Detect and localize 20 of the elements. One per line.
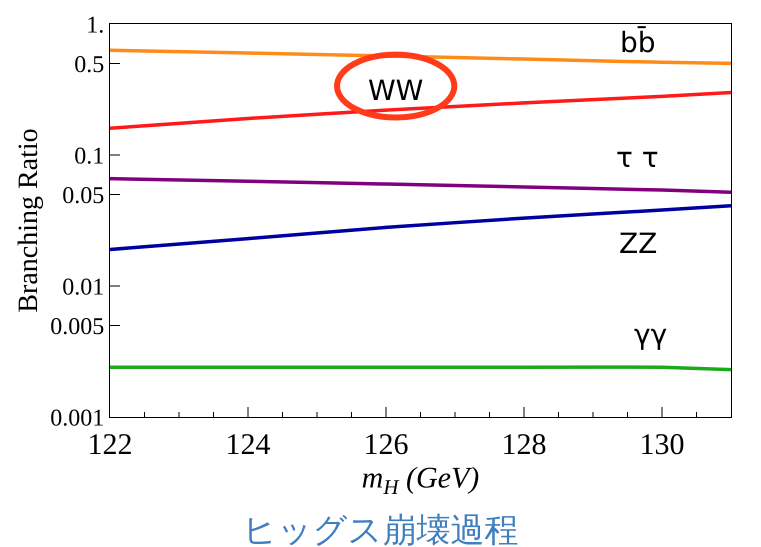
line-series <box>110 204 731 252</box>
line-series <box>110 176 731 194</box>
x-tick-label: 128 <box>502 428 546 461</box>
x-tick-label: 124 <box>226 428 270 461</box>
y-tick-label: 0.1 <box>74 143 104 170</box>
series-label: bb̄ <box>620 26 656 60</box>
y-axis-title: Branching Ratio <box>12 128 44 313</box>
x-tick-label: 130 <box>640 428 684 461</box>
x-tick-label: 126 <box>364 428 408 461</box>
series-label: WW <box>368 74 424 107</box>
y-tick-label: 0.5 <box>74 52 104 78</box>
series-label: τ τ <box>616 141 659 174</box>
y-tick-label: 0.05 <box>62 182 104 209</box>
series-label: ZZ <box>619 227 658 260</box>
y-tick-label: 0.005 <box>50 314 104 340</box>
y-tick-label: 0.01 <box>62 274 104 300</box>
y-tick-label: 1. <box>86 12 104 38</box>
series-label: γγ <box>634 318 668 351</box>
x-axis-title: m$_{H}$ (GeV) <box>362 462 480 499</box>
text: ヒッグス崩壊過程 <box>242 510 518 547</box>
